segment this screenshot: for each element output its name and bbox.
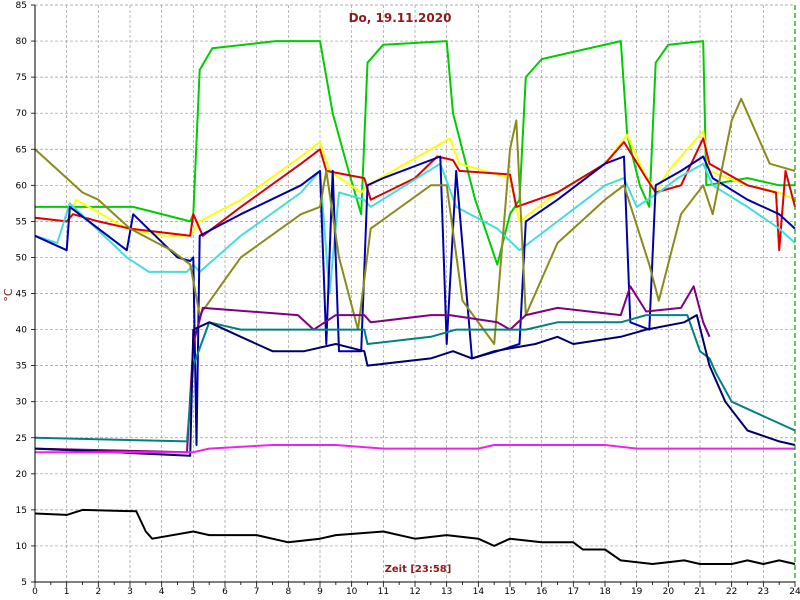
y-tick-label: 45 [16, 290, 27, 300]
series-line-7 [34, 285, 711, 454]
x-tick-label: 3 [127, 587, 133, 597]
series-line-4 [34, 162, 796, 295]
x-tick-label: 19 [631, 587, 643, 597]
grid [35, 4, 795, 582]
x-tick-label: 10 [346, 587, 358, 597]
x-tick-label: 8 [285, 587, 291, 597]
series-line-1 [35, 40, 795, 266]
x-tick-label: 6 [222, 587, 228, 597]
series-line-2 [34, 130, 796, 237]
y-tick-label: 20 [16, 470, 28, 480]
y-tick-label: 5 [21, 578, 27, 588]
y-tick-label: 35 [16, 362, 27, 372]
x-tick-label: 24 [789, 587, 800, 597]
series-line-11 [34, 508, 796, 565]
y-tick-label: 70 [16, 109, 28, 119]
y-tick-label: 55 [16, 217, 27, 227]
y-tick-label: 60 [16, 181, 28, 191]
y-tick-label: 25 [16, 434, 27, 444]
x-tick-label: 1 [64, 587, 70, 597]
y-tick-label: 80 [16, 37, 28, 47]
series-line-6 [34, 97, 796, 345]
series-line-5 [34, 155, 796, 446]
x-tick-label: 22 [726, 587, 737, 597]
x-tick-label: 23 [758, 587, 769, 597]
x-tick-label: 20 [663, 587, 675, 597]
x-tick-labels: 0 1 2 3 4 5 6 7 8 9 10 11 12 13 14 15 16 17 18 19 20 21 22 23 24 [32, 587, 800, 597]
x-tick-label: 7 [254, 587, 260, 597]
y-tick-labels: 5 10 15 20 25 30 35 40 45 50 55 60 65 70 75 80 85 [16, 1, 28, 588]
y-tick-label: 10 [16, 542, 28, 552]
series-line-9 [34, 314, 796, 457]
series-layer [34, 40, 796, 565]
y-tick-label: 40 [16, 326, 28, 336]
x-tick-label: 14 [473, 587, 485, 597]
series-line-8 [34, 314, 796, 443]
series-line-10 [35, 444, 795, 454]
x-tick-label: 0 [32, 587, 38, 597]
y-axis-label: °C [2, 288, 15, 302]
y-tick-label: 50 [16, 253, 28, 263]
y-tick-label: 75 [16, 73, 27, 83]
x-tick-label: 4 [159, 587, 165, 597]
y-tick-label: 65 [16, 145, 27, 155]
axes [31, 4, 796, 587]
x-tick-label: 15 [504, 587, 515, 597]
x-tick-label: 12 [409, 587, 420, 597]
chart-title: Do, 19.11.2020 [349, 11, 452, 25]
x-tick-label: 21 [694, 587, 705, 597]
y-tick-label: 15 [16, 506, 27, 516]
y-tick-label: 30 [16, 398, 28, 408]
y-tick-label: 85 [16, 1, 27, 11]
x-axis-label: Zeit [23:58] [385, 564, 452, 575]
x-tick-label: 11 [378, 587, 389, 597]
series-line-3 [34, 137, 796, 252]
x-tick-label: 17 [568, 587, 579, 597]
x-tick-label: 2 [95, 587, 101, 597]
x-tick-label: 9 [317, 587, 323, 597]
x-tick-label: 16 [536, 587, 548, 597]
x-tick-label: 5 [190, 587, 196, 597]
x-tick-label: 18 [599, 587, 611, 597]
x-tick-label: 13 [441, 587, 452, 597]
